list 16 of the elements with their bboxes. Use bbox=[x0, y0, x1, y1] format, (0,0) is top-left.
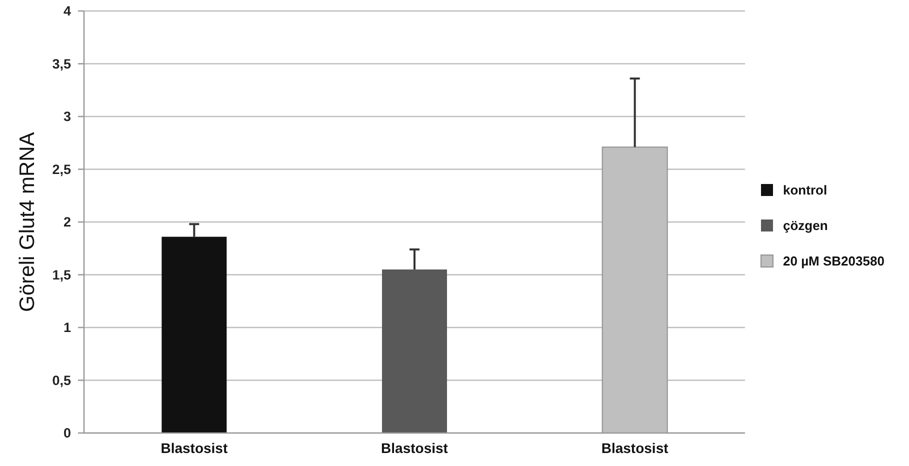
x-tick-label: Blastosist bbox=[160, 440, 228, 456]
y-tick-label: 3,5 bbox=[52, 56, 72, 72]
x-tick-label: Blastosist bbox=[601, 440, 669, 456]
y-tick-label: 1 bbox=[63, 320, 72, 336]
y-tick-label: 2 bbox=[63, 214, 71, 230]
legend-label: kontrol bbox=[783, 182, 828, 198]
y-axis-title: Göreli Glut4 mRNA bbox=[16, 132, 39, 312]
y-tick-label: 2,5 bbox=[52, 162, 72, 177]
x-tick-label: Blastosist bbox=[381, 440, 448, 456]
y-tick-label: 0,5 bbox=[52, 372, 72, 388]
y-tick-label: 4 bbox=[63, 4, 72, 19]
legend-label: çözgen bbox=[783, 218, 828, 234]
y-tick-label: 3 bbox=[63, 109, 72, 124]
y-tick-label: 0 bbox=[63, 426, 71, 441]
legend-label: 20 µM SB203580 bbox=[783, 254, 884, 269]
y-tick-label: 1,5 bbox=[52, 267, 72, 282]
